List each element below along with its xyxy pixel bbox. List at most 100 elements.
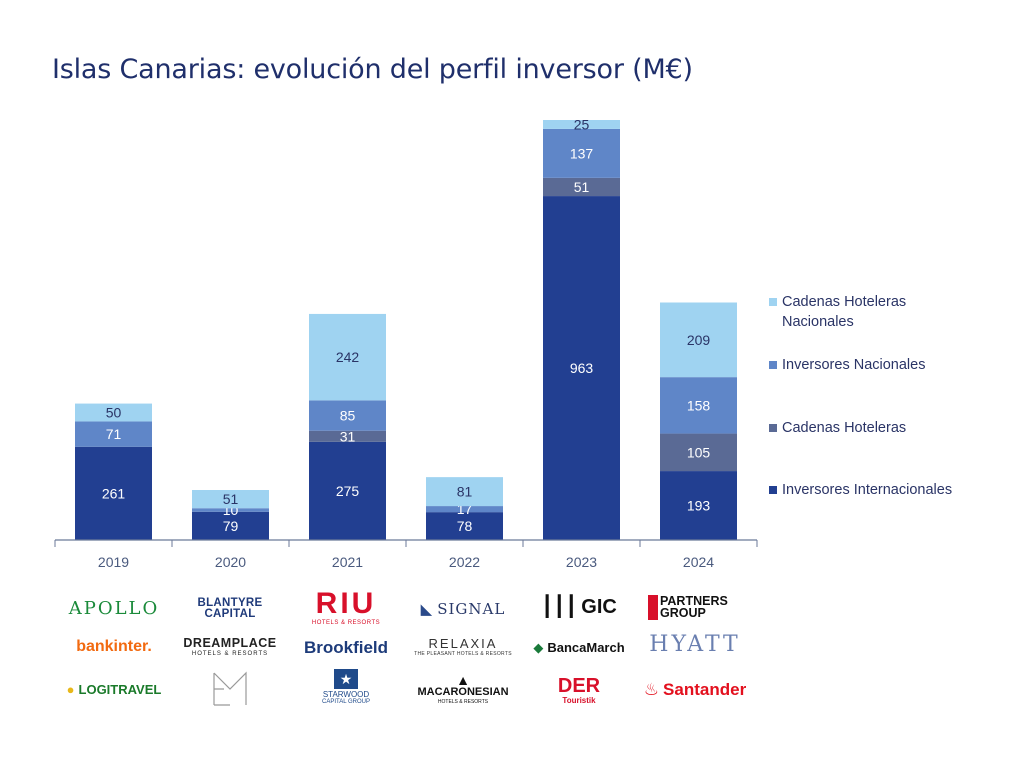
relaxia-logo: RELAXIA THE PLEASANT HOTELS & RESORTS bbox=[404, 631, 522, 663]
data-label: 193 bbox=[687, 498, 711, 514]
logitravel-logo-text: LOGITRAVEL bbox=[78, 681, 162, 697]
data-label: 81 bbox=[457, 484, 473, 500]
data-label: 209 bbox=[687, 332, 711, 348]
der-touristik-logo: DER Touristik bbox=[520, 671, 638, 709]
x-tick-label: 2022 bbox=[449, 554, 480, 570]
hyatt-logo: HYATT bbox=[649, 632, 741, 657]
santander-logo-text: Santander bbox=[663, 679, 747, 699]
der-logo-text: DER bbox=[557, 674, 601, 697]
data-label: 50 bbox=[106, 405, 122, 421]
page-title: Islas Canarias: evolución del perfil inv… bbox=[52, 54, 693, 85]
stacked-bar-chart: 2617150201979105120202753185242202178178… bbox=[54, 116, 952, 570]
signal-logo: ◣ SIGNAL bbox=[404, 593, 522, 625]
x-tick-label: 2020 bbox=[215, 554, 246, 570]
starwood-mark-icon: ★ bbox=[334, 669, 358, 689]
partners-logo-line1: PARTNERS bbox=[648, 594, 728, 607]
partners-group-logo: PARTNERS GROUP bbox=[648, 591, 766, 623]
data-label: 137 bbox=[570, 145, 594, 161]
data-label: 158 bbox=[687, 397, 711, 413]
dreamplace-logo: DREAMPLACE HOTELS & RESORTS bbox=[171, 631, 289, 663]
starwood-logo-text: STARWOOD bbox=[322, 690, 370, 699]
legend-label: Cadenas Hoteleras bbox=[782, 420, 906, 436]
investor-logos: APOLLO BLANTYRE CAPITAL RIU HOTELS & RESO… bbox=[0, 585, 1024, 725]
der-logo-sub: Touristik bbox=[562, 695, 596, 705]
ey-monogram-logo bbox=[171, 667, 289, 711]
data-label: 79 bbox=[223, 518, 239, 534]
data-label: 51 bbox=[223, 491, 239, 507]
data-label: 78 bbox=[457, 518, 473, 534]
logitravel-logo: ● LOGITRAVEL bbox=[55, 673, 173, 705]
x-tick-label: 2024 bbox=[683, 554, 714, 570]
bar-segment bbox=[426, 506, 503, 513]
data-label: 261 bbox=[102, 485, 126, 501]
legend-swatch bbox=[769, 361, 777, 369]
relaxia-logo-text: RELAXIA bbox=[428, 636, 498, 651]
bancamarch-logo: ◆ BancaMarch bbox=[520, 631, 638, 663]
bar-segment bbox=[192, 490, 269, 509]
data-label: 963 bbox=[570, 360, 594, 376]
bancamarch-mark-icon: ◆ bbox=[533, 639, 544, 655]
data-label: 51 bbox=[574, 179, 590, 195]
legend-label: Inversores Internacionales bbox=[782, 482, 952, 498]
santander-logo: ♨ Santander bbox=[636, 673, 754, 705]
riu-logo: RIU HOTELS & RESORTS bbox=[287, 586, 405, 626]
bar-segment bbox=[660, 471, 737, 540]
data-label: 105 bbox=[687, 444, 711, 460]
macaronesian-logo-text: MACARONESIAN bbox=[417, 686, 509, 698]
gic-mark-icon: ┃┃┃ bbox=[541, 596, 578, 618]
gic-logo: ┃┃┃ GIC bbox=[520, 591, 638, 623]
data-label: 25 bbox=[574, 116, 590, 132]
brookfield-logo: Brookfield bbox=[303, 637, 389, 657]
data-label: 31 bbox=[340, 428, 356, 444]
legend-swatch bbox=[769, 486, 777, 494]
legend-swatch bbox=[769, 424, 777, 432]
data-label: 275 bbox=[336, 483, 360, 499]
macaronesian-logo-sub: HOTELS & RESORTS bbox=[437, 699, 489, 705]
bar-segment bbox=[543, 177, 620, 197]
bar-segment bbox=[543, 120, 620, 129]
bar-segment bbox=[543, 128, 620, 178]
macaronesian-logo: ▲ MACARONESIAN HOTELS & RESORTS bbox=[404, 669, 522, 709]
bar-segment bbox=[192, 508, 269, 512]
signal-logo-text: SIGNAL bbox=[437, 599, 506, 618]
data-label: 85 bbox=[340, 408, 356, 424]
data-label: 71 bbox=[106, 426, 122, 442]
macaronesian-mark-icon: ▲ bbox=[456, 672, 470, 688]
bancamarch-logo-text: BancaMarch bbox=[547, 639, 625, 655]
bar-segment bbox=[426, 512, 503, 540]
relaxia-logo-sub: THE PLEASANT HOTELS & RESORTS bbox=[414, 651, 512, 657]
legend-label: Inversores Nacionales bbox=[782, 357, 925, 373]
legend-swatch bbox=[769, 298, 777, 306]
x-tick-label: 2019 bbox=[98, 554, 129, 570]
apollo-logo: APOLLO bbox=[68, 598, 160, 619]
bar-segment bbox=[543, 196, 620, 541]
riu-logo-sub: HOTELS & RESORTS bbox=[311, 619, 381, 626]
legend-label: Cadenas Hoteleras Nacionales bbox=[782, 294, 906, 330]
bar-segment bbox=[660, 302, 737, 378]
bar-segment bbox=[75, 403, 152, 422]
santander-flame-icon: ♨ bbox=[643, 679, 660, 699]
partners-logo-line2: GROUP bbox=[648, 607, 706, 620]
bar-segment bbox=[426, 477, 503, 507]
dreamplace-logo-text: DREAMPLACE bbox=[183, 635, 277, 650]
starwood-logo: ★ STARWOOD CAPITAL GROUP bbox=[287, 665, 405, 709]
bankinter-logo: bankinter. bbox=[76, 638, 152, 655]
bar-segment bbox=[192, 511, 269, 540]
blantyre-capital-logo: BLANTYRE CAPITAL bbox=[197, 596, 263, 620]
logitravel-mark-icon: ● bbox=[66, 681, 75, 697]
ey-monogram-icon bbox=[213, 671, 247, 706]
gic-logo-text: GIC bbox=[581, 596, 617, 618]
bar-segment bbox=[309, 400, 386, 431]
bar-segment bbox=[75, 446, 152, 540]
bar-segment bbox=[309, 441, 386, 540]
riu-logo-text: RIU bbox=[315, 586, 377, 620]
bar-segment bbox=[660, 433, 737, 472]
dreamplace-logo-sub: HOTELS & RESORTS bbox=[191, 651, 269, 658]
starwood-logo-sub: CAPITAL GROUP bbox=[321, 699, 370, 705]
bar-segment bbox=[309, 313, 386, 401]
data-label: 242 bbox=[336, 349, 360, 365]
x-tick-label: 2023 bbox=[566, 554, 597, 570]
bar-segment bbox=[660, 377, 737, 434]
bar-segment bbox=[309, 430, 386, 442]
bar-segment bbox=[75, 421, 152, 447]
